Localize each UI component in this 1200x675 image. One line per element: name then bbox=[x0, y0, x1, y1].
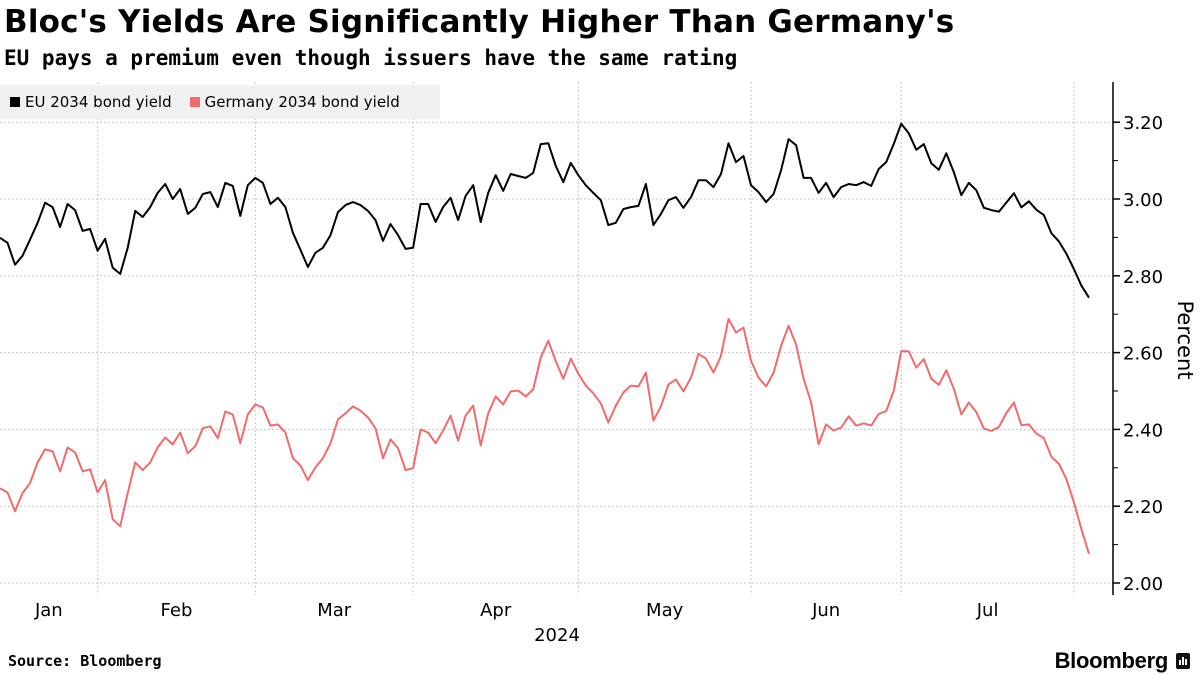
x-tick-label: Jan bbox=[34, 600, 63, 621]
chart-subtitle: EU pays a premium even though issuers ha… bbox=[4, 46, 738, 70]
x-tick-label: Feb bbox=[161, 600, 193, 621]
logo-text: Bloomberg bbox=[1054, 648, 1169, 673]
x-tick-label: Jul bbox=[976, 600, 999, 621]
legend-label-germany: Germany 2034 bond yield bbox=[204, 93, 400, 111]
chart-title: Bloc's Yields Are Significantly Higher T… bbox=[4, 4, 955, 40]
y-tick-label: 2.80 bbox=[1123, 267, 1163, 288]
bloomberg-logo: Bloomberg bbox=[1055, 648, 1190, 674]
y-tick-label: 2.00 bbox=[1123, 574, 1163, 595]
source-note: Source: Bloomberg bbox=[8, 652, 162, 670]
y-tick-label: 3.00 bbox=[1123, 190, 1163, 211]
x-tick-label: May bbox=[646, 600, 684, 621]
series-line-eu bbox=[0, 122, 1090, 299]
y-tick-label: 3.20 bbox=[1123, 113, 1163, 134]
legend: EU 2034 bond yield Germany 2034 bond yie… bbox=[0, 85, 440, 119]
x-axis-label: 2024 bbox=[534, 625, 580, 646]
y-axis-label: Percent bbox=[1173, 300, 1197, 379]
y-tick-label: 2.60 bbox=[1123, 344, 1163, 365]
legend-label-eu: EU 2034 bond yield bbox=[25, 93, 172, 111]
legend-item-germany: Germany 2034 bond yield bbox=[189, 93, 400, 111]
legend-swatch-eu bbox=[10, 97, 20, 107]
x-tick-label: Mar bbox=[317, 600, 352, 621]
series-line-germany bbox=[0, 317, 1090, 555]
y-tick-label: 2.20 bbox=[1123, 497, 1163, 518]
legend-swatch-germany bbox=[189, 97, 200, 107]
x-tick-label: Apr bbox=[480, 600, 512, 621]
bloomberg-chart-icon bbox=[1176, 653, 1190, 669]
x-tick-label: Jun bbox=[811, 600, 840, 621]
legend-item-eu: EU 2034 bond yield bbox=[10, 93, 172, 111]
y-tick-label: 2.40 bbox=[1123, 420, 1163, 441]
